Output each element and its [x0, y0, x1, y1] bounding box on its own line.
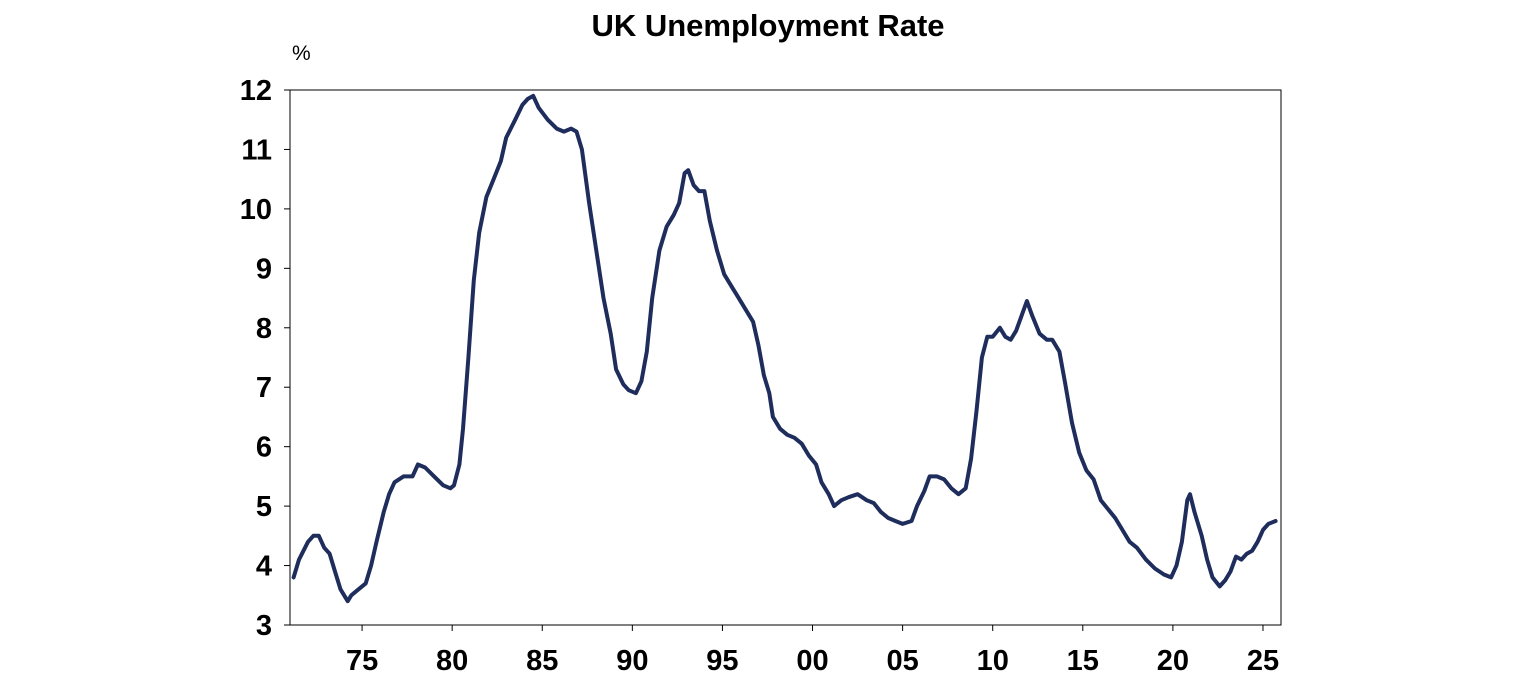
x-tick-label: 25 — [1247, 645, 1279, 677]
x-tick-label: 15 — [1067, 645, 1099, 677]
x-tick-label: 90 — [616, 645, 648, 677]
y-tick-label: 4 — [256, 551, 272, 583]
y-tick-label: 12 — [240, 75, 272, 107]
x-axis: 75 80 85 90 95 00 05 10 15 20 25 — [346, 625, 1279, 677]
series-layer — [291, 93, 1278, 604]
y-axis: 3 4 5 6 7 8 9 10 11 12 — [240, 75, 290, 642]
y-tick-label: 11 — [241, 134, 272, 166]
plot-area — [289, 89, 1282, 626]
x-tick-label: 95 — [706, 645, 738, 677]
x-tick-label: 80 — [436, 645, 468, 677]
y-tick-label: 6 — [256, 432, 272, 464]
x-tick-label: 05 — [886, 645, 918, 677]
y-tick-label: 5 — [256, 491, 272, 523]
y-tick-label: 9 — [256, 253, 272, 285]
x-tick-label: 75 — [346, 645, 378, 677]
plot-frame — [289, 89, 1282, 626]
y-tick-label: 3 — [256, 610, 272, 642]
x-tick-label: 85 — [526, 645, 558, 677]
x-tick-label: 20 — [1157, 645, 1189, 677]
x-tick-label: 00 — [796, 645, 828, 677]
x-tick-label: 10 — [977, 645, 1009, 677]
y-tick-label: 7 — [256, 372, 272, 404]
y-tick-label: 10 — [240, 194, 272, 226]
chart-title: UK Unemployment Rate — [591, 8, 945, 43]
y-axis-unit: % — [292, 42, 311, 65]
unemployment-rate-line — [291, 93, 1278, 604]
y-tick-label: 8 — [256, 313, 272, 345]
